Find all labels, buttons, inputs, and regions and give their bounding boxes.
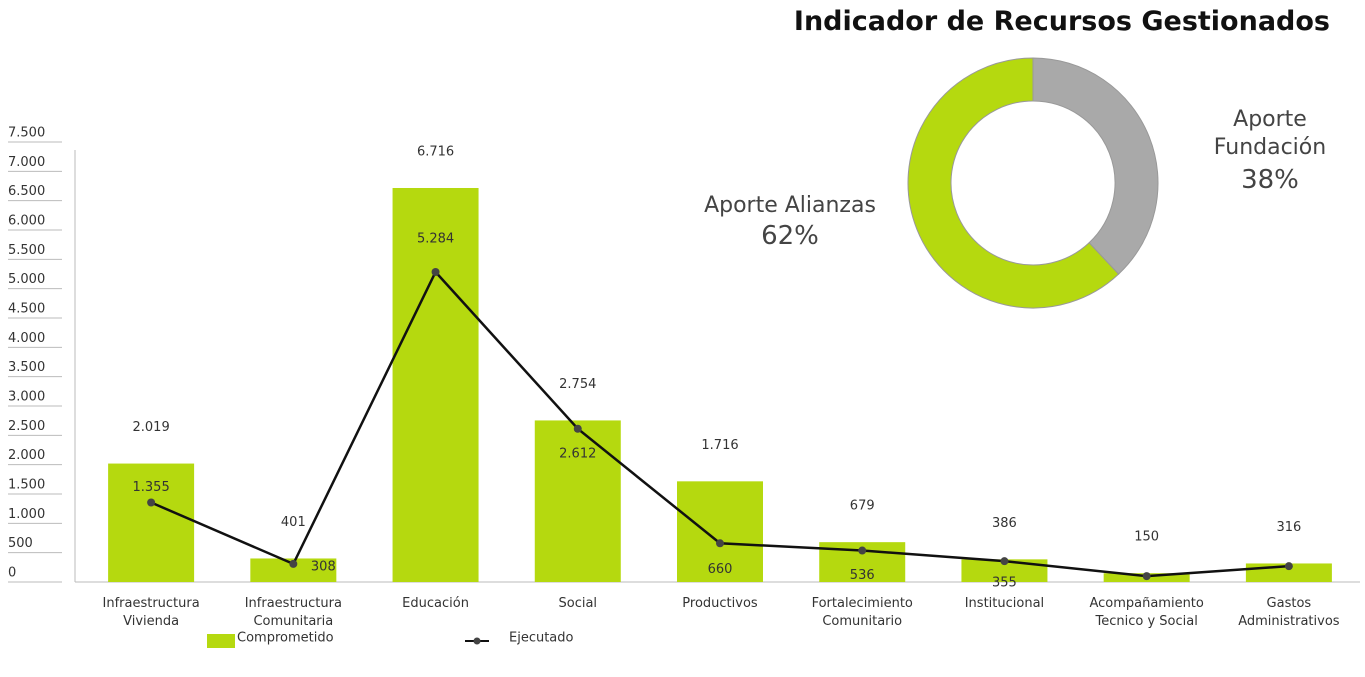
data-label: 536	[850, 568, 875, 583]
line-point	[573, 424, 582, 433]
y-tick-label: 7.500	[8, 126, 45, 141]
data-label: 660	[708, 562, 733, 577]
x-tick-label: Educación	[402, 596, 469, 611]
y-tick-label: 6.500	[8, 184, 45, 199]
data-label: 2.612	[559, 446, 596, 461]
donut-slice	[907, 57, 1120, 309]
x-tick-label: Social	[558, 596, 598, 611]
bar	[392, 187, 479, 582]
bar	[108, 463, 195, 582]
y-tick-label: 2.000	[8, 448, 45, 463]
line-point	[289, 559, 298, 568]
bar	[534, 420, 621, 582]
y-tick-label: 3.500	[8, 360, 45, 375]
x-tick-label: Fortalecimiento Comunitario	[811, 596, 913, 629]
chart-title: Indicador de Recursos Gestionados	[793, 6, 1330, 37]
y-tick-label: 4.000	[8, 331, 45, 346]
data-label: 308	[311, 559, 336, 574]
line-point	[1000, 557, 1009, 566]
data-label: 1.716	[701, 438, 738, 453]
data-label: 401	[281, 515, 306, 530]
x-tick-label: Gastos Administrativos	[1238, 596, 1340, 629]
x-tick-label: Acompañamiento Tecnico y Social	[1089, 596, 1204, 629]
y-tick-label: 4.500	[8, 302, 45, 317]
y-tick-label: 1.000	[8, 507, 45, 522]
data-label: 2.754	[559, 377, 596, 392]
legend-label: Comprometido	[237, 631, 334, 646]
x-tick-label: Infraestructura Vivienda	[102, 596, 200, 629]
data-label: 355	[992, 576, 1017, 591]
bar	[677, 481, 763, 582]
slice-value: 62%	[761, 221, 819, 251]
data-label: 5.284	[417, 232, 454, 247]
x-tick-label: Productivos	[682, 596, 758, 611]
data-label: 1.355	[133, 480, 170, 495]
y-tick-label: 0	[8, 566, 16, 581]
y-tick-label: 7.000	[8, 155, 45, 170]
line-point	[1142, 572, 1151, 581]
data-label: 316	[1276, 520, 1301, 535]
bar	[961, 559, 1048, 582]
data-label: 2.019	[133, 420, 170, 435]
line-point	[431, 268, 440, 277]
legend-label: Ejecutado	[509, 631, 574, 646]
slice-value: 38%	[1241, 165, 1299, 195]
y-tick-label: 3.000	[8, 390, 45, 405]
donut-slice	[1032, 57, 1159, 275]
data-label: 679	[850, 499, 875, 514]
slice-label: Aporte Fundación	[1213, 107, 1327, 160]
line-point	[1284, 562, 1293, 571]
y-tick-label: 500	[8, 536, 33, 551]
slice-label: Aporte Alianzas	[704, 193, 876, 218]
data-label: 150	[1134, 530, 1159, 545]
line-point	[147, 498, 156, 507]
bar	[250, 558, 337, 582]
x-tick-label: Institucional	[964, 596, 1045, 611]
x-tick-label: Infraestructura Comunitaria	[244, 596, 342, 629]
y-tick-label: 5.500	[8, 243, 45, 258]
legend-swatch	[473, 637, 481, 645]
data-label: 386	[992, 516, 1017, 531]
y-tick-label: 6.000	[8, 214, 45, 229]
y-tick-label: 5.000	[8, 272, 45, 287]
y-tick-label: 2.500	[8, 419, 45, 434]
line-point	[716, 539, 724, 548]
y-tick-label: 1.500	[8, 478, 45, 493]
line-point	[858, 546, 867, 555]
data-label: 6.716	[417, 144, 454, 159]
legend-swatch	[207, 634, 235, 648]
